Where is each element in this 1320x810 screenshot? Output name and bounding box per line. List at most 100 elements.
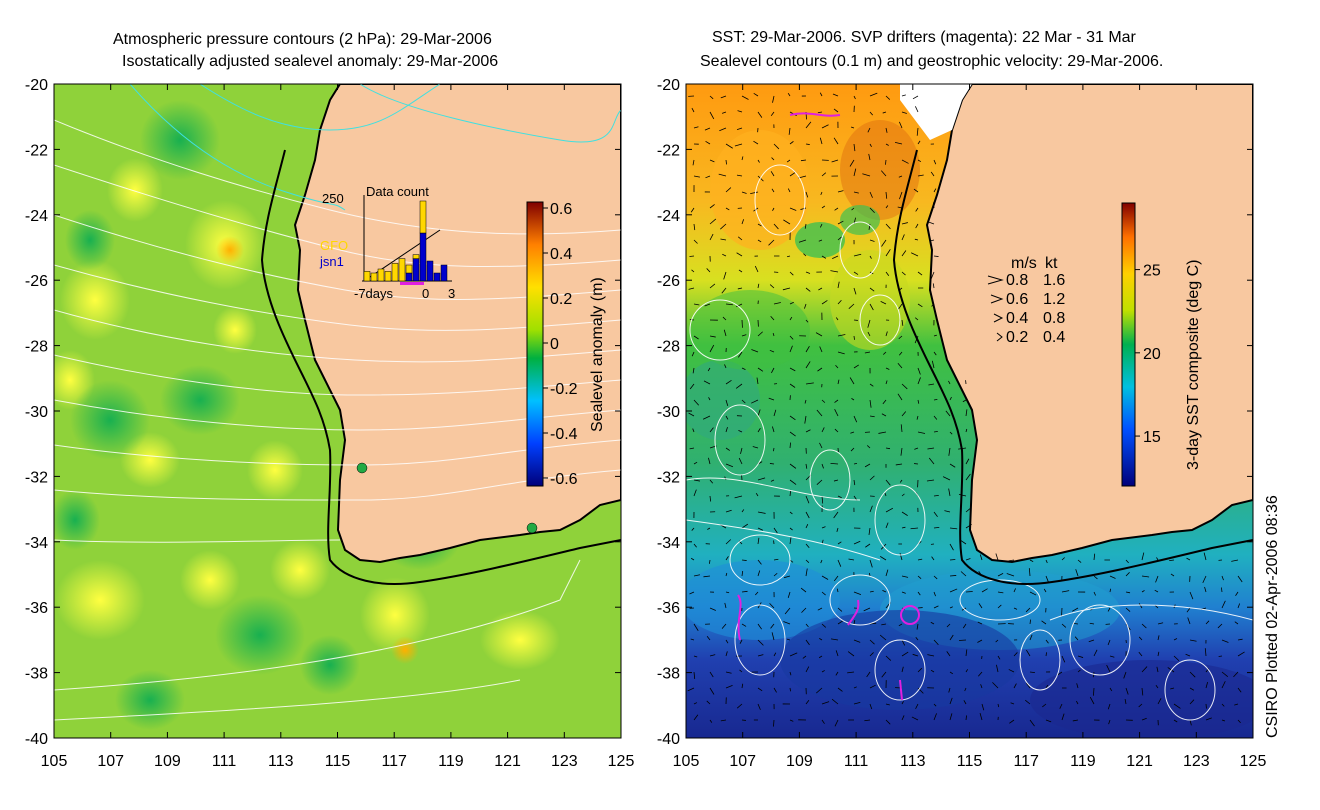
velocity-arrow bbox=[816, 479, 823, 485]
velocity-arrow bbox=[741, 95, 749, 100]
velocity-arrow bbox=[917, 575, 922, 580]
velocity-arrow bbox=[901, 591, 906, 594]
velocity-arrow bbox=[691, 269, 695, 273]
velocity-arrow bbox=[771, 188, 775, 193]
velocity-key-kt: 0.8 bbox=[1043, 310, 1065, 327]
velocity-arrow bbox=[949, 634, 954, 641]
velocity-arrow bbox=[820, 559, 823, 564]
velocity-arrow bbox=[725, 207, 730, 211]
velocity-arrow bbox=[869, 111, 874, 116]
velocity-arrow bbox=[977, 639, 983, 643]
velocity-arrow bbox=[949, 606, 953, 609]
velocity-arrow bbox=[1109, 575, 1116, 579]
velocity-arrow bbox=[804, 303, 807, 309]
velocity-arrow bbox=[689, 447, 695, 450]
y-tick-label: -20 bbox=[657, 77, 680, 94]
velocity-arrow bbox=[1061, 623, 1067, 628]
velocity-arrow bbox=[737, 351, 743, 358]
velocity-arrow bbox=[997, 703, 1000, 708]
velocity-arrow bbox=[709, 427, 714, 433]
velocity-arrow bbox=[933, 334, 937, 337]
velocity-arrow bbox=[835, 650, 839, 657]
x-tick-label: 119 bbox=[438, 753, 464, 770]
velocity-arrow bbox=[725, 556, 729, 561]
velocity-arrow bbox=[901, 319, 904, 326]
left-x-ticks: 105 107 109 111 113 115 117 119 121 123 125 bbox=[41, 84, 634, 770]
colorbar-tick-label: -0.4 bbox=[550, 426, 578, 443]
velocity-arrow bbox=[706, 700, 711, 705]
colorbar-tick-label: 20 bbox=[1143, 346, 1161, 363]
velocity-arrow bbox=[901, 526, 906, 529]
velocity-arrow bbox=[997, 604, 1002, 609]
velocity-arrow bbox=[836, 588, 839, 593]
velocity-key-ms: 0.2 bbox=[1006, 329, 1028, 346]
velocity-arrow bbox=[960, 571, 967, 577]
velocity-arrow bbox=[786, 159, 791, 163]
velocity-arrow bbox=[995, 553, 999, 561]
velocity-arrow bbox=[800, 159, 807, 162]
velocity-arrow bbox=[757, 703, 761, 710]
velocity-arrow bbox=[1204, 648, 1207, 657]
velocity-arrow bbox=[693, 335, 699, 340]
velocity-arrow bbox=[901, 411, 907, 417]
velocity-arrow bbox=[1231, 559, 1239, 562]
velocity-arrow bbox=[833, 108, 839, 113]
velocity-arrow bbox=[1109, 588, 1112, 593]
cloud-mask bbox=[900, 84, 972, 140]
velocity-arrow bbox=[805, 143, 810, 145]
velocity-arrow bbox=[757, 527, 764, 531]
velocity-arrow bbox=[964, 687, 967, 692]
velocity-arrow bbox=[1029, 559, 1034, 562]
colorbar-tick-label: 25 bbox=[1143, 263, 1161, 280]
velocity-arrow bbox=[898, 351, 903, 356]
velocity-arrow bbox=[693, 623, 699, 631]
velocity-arrow bbox=[997, 573, 1004, 577]
inset-bar-gfo bbox=[363, 271, 371, 282]
velocity-arrow bbox=[805, 346, 810, 353]
velocity-arrow bbox=[693, 671, 696, 679]
velocity-arrow bbox=[917, 367, 921, 375]
velocity-arrow bbox=[725, 187, 732, 193]
velocity-arrow bbox=[804, 415, 807, 424]
y-tick-label: -34 bbox=[657, 535, 680, 552]
velocity-arrow bbox=[960, 539, 967, 545]
velocity-arrow bbox=[853, 619, 856, 625]
velocity-arrow bbox=[1013, 652, 1018, 657]
velocity-arrow bbox=[933, 494, 939, 497]
velocity-arrow bbox=[837, 334, 846, 337]
velocity-arrow bbox=[837, 299, 842, 305]
velocity-arrow bbox=[738, 269, 743, 273]
velocity-arrow bbox=[1170, 573, 1175, 577]
inset-bar-gfo bbox=[377, 268, 385, 282]
velocity-arrow bbox=[821, 670, 825, 673]
velocity-arrow bbox=[821, 719, 825, 724]
velocity-arrow bbox=[1202, 575, 1207, 584]
velocity-arrow bbox=[1189, 591, 1194, 600]
velocity-arrow bbox=[789, 207, 797, 211]
velocity-arrow bbox=[741, 509, 745, 513]
velocity-arrow bbox=[741, 683, 744, 689]
left-y-ticks: -20 -22 -24 -26 -28 -30 -32 -34 -36 -38 -40 bbox=[25, 77, 621, 748]
velocity-arrow bbox=[885, 331, 888, 337]
velocity-arrow bbox=[751, 349, 759, 353]
velocity-arrow bbox=[916, 415, 919, 420]
velocity-arrow bbox=[709, 204, 715, 209]
velocity-arrow bbox=[773, 223, 779, 230]
velocity-arrow bbox=[1189, 671, 1196, 678]
velocity-arrow bbox=[821, 300, 828, 305]
velocity-arrow bbox=[770, 316, 775, 321]
velocity-arrow bbox=[1123, 671, 1127, 679]
velocity-arrow bbox=[1072, 607, 1079, 612]
velocity-arrow bbox=[885, 380, 888, 385]
velocity-arrow bbox=[817, 111, 823, 114]
velocity-arrow bbox=[773, 572, 778, 577]
velocity-arrow bbox=[821, 575, 829, 580]
velocity-arrow bbox=[737, 236, 743, 241]
velocity-arrow bbox=[783, 575, 791, 579]
y-tick-label: -40 bbox=[657, 731, 680, 748]
velocity-arrow bbox=[901, 111, 907, 114]
velocity-arrow bbox=[880, 170, 887, 177]
velocity-arrow bbox=[757, 111, 763, 118]
velocity-arrow bbox=[865, 543, 871, 548]
